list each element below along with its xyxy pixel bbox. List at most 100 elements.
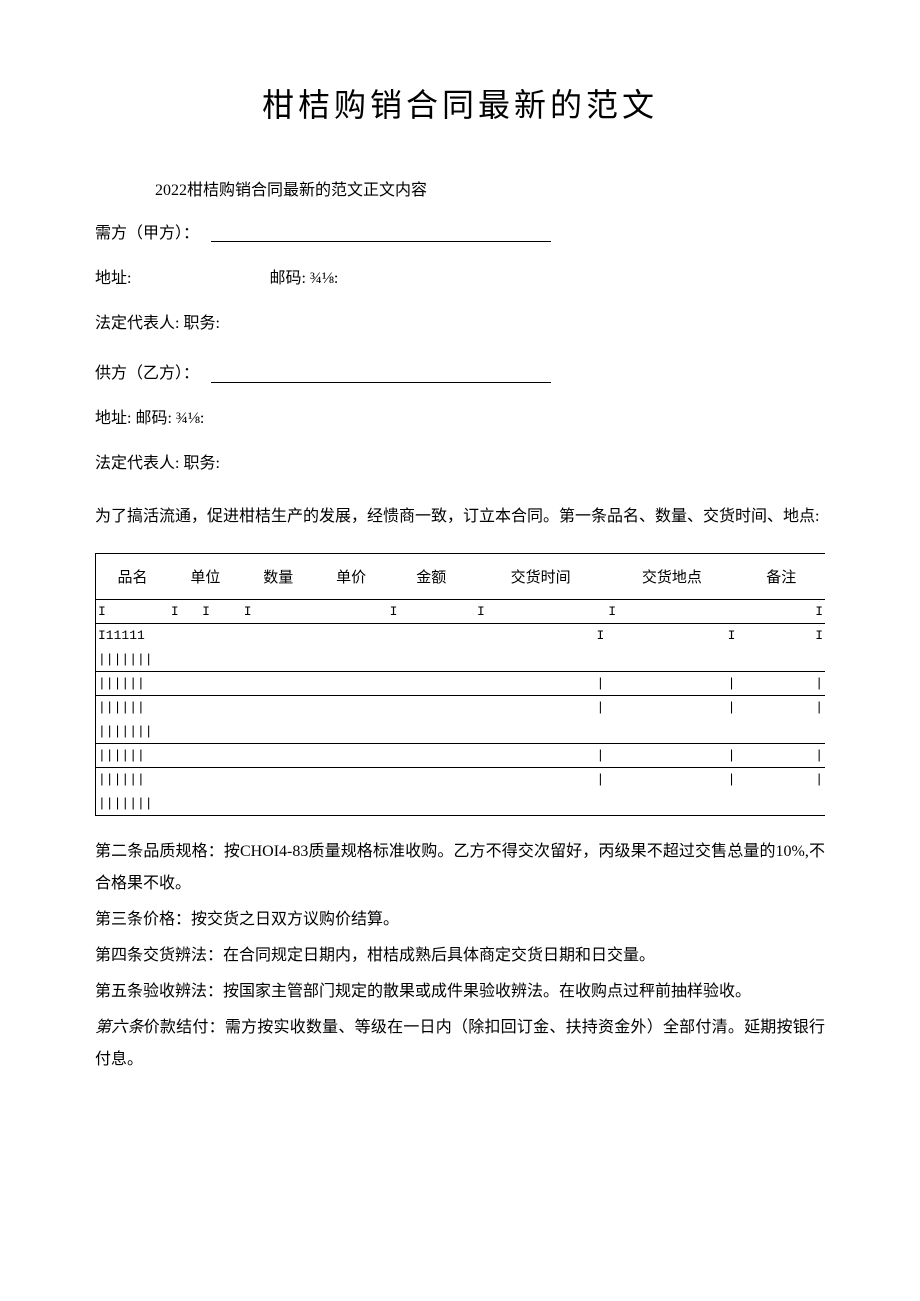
header-amount: 金额 — [388, 554, 475, 600]
items-table-container: 品名 单位 数量 单价 金额 交货时间 交货地点 备注 I I I I I I … — [95, 553, 825, 816]
cell — [737, 647, 825, 671]
cell: I — [242, 599, 315, 623]
cell — [315, 743, 388, 767]
cell: | — [737, 767, 825, 791]
header-price: 单价 — [315, 554, 388, 600]
seller-position-label: 职务: — [183, 455, 219, 472]
cell: I — [475, 623, 606, 647]
header-delivery-time: 交货时间 — [475, 554, 606, 600]
cell — [169, 647, 242, 671]
seller-rep-label: 法定代表人: — [95, 455, 179, 472]
cell: I — [96, 599, 169, 623]
buyer-name-field[interactable] — [211, 226, 551, 242]
cell: | — [475, 743, 606, 767]
table-row: I I I I I I I I — [96, 599, 825, 623]
cell — [475, 791, 606, 815]
cell — [315, 791, 388, 815]
table-row: ||||||| — [96, 647, 825, 671]
seller-name-field[interactable] — [211, 367, 551, 383]
cell — [315, 767, 388, 791]
seller-postal-label: 邮码: — [135, 410, 171, 427]
cell — [242, 623, 315, 647]
cell — [169, 791, 242, 815]
header-unit: 单位 — [169, 554, 242, 600]
table-row: I11111 I I I — [96, 623, 825, 647]
cell — [169, 671, 242, 695]
cell — [169, 623, 242, 647]
cell: I I — [169, 599, 242, 623]
cell — [242, 767, 315, 791]
cell — [737, 791, 825, 815]
cell — [315, 599, 388, 623]
table-row: |||||| | | | — [96, 743, 825, 767]
cell — [388, 719, 475, 743]
cell: ||||||| — [96, 719, 169, 743]
document-subtitle: 2022柑桔购销合同最新的范文正文内容 — [155, 176, 825, 200]
buyer-line: 需方（甲方）： — [95, 220, 825, 249]
cell: I — [737, 623, 825, 647]
buyer-postal-label: 邮码: — [269, 270, 305, 287]
cell: | — [737, 743, 825, 767]
buyer-rep-label: 法定代表人: — [95, 315, 179, 332]
clause-6: 第六条价款结付：需方按实收数量、等级在一日内（除扣回订金、扶持资金外）全部付清。… — [95, 1012, 825, 1076]
clause-5: 第五条验收辨法：按国家主管部门规定的散果或成件果验收辨法。在收购点过秤前抽样验收… — [95, 976, 825, 1008]
cell: I — [606, 599, 737, 623]
cell — [242, 695, 315, 719]
seller-address-line: 地址: 邮码: ¾⅛: — [95, 405, 825, 434]
intro-text: 为了搞活流通，促进柑桔生产的发展，经愦商一致，订立本合同。第一条品名、数量、交货… — [95, 501, 825, 533]
cell — [388, 767, 475, 791]
seller-rep-line: 法定代表人: 职务: — [95, 450, 825, 479]
cell — [606, 719, 737, 743]
buyer-address-label: 地址: — [95, 270, 131, 287]
buyer-address-line: 地址: 邮码: ¾⅛: — [95, 265, 825, 294]
cell: I — [475, 599, 606, 623]
cell: ||||||| — [96, 791, 169, 815]
cell — [315, 719, 388, 743]
header-delivery-place: 交货地点 — [606, 554, 737, 600]
table-row: ||||||| — [96, 791, 825, 815]
cell: | — [475, 695, 606, 719]
cell — [737, 719, 825, 743]
clause-6-rest: 价款结付：需方按实收数量、等级在一日内（除扣回订金、扶持资金外）全部付清。延期按… — [95, 1019, 825, 1068]
header-qty: 数量 — [242, 554, 315, 600]
clause-6-prefix: 第六条 — [95, 1019, 144, 1036]
cell — [169, 743, 242, 767]
cell — [315, 671, 388, 695]
cell — [388, 623, 475, 647]
cell: | — [606, 743, 737, 767]
cell: | — [737, 695, 825, 719]
items-table: 品名 单位 数量 单价 金额 交货时间 交货地点 备注 I I I I I I … — [96, 554, 825, 816]
cell: |||||| — [96, 671, 169, 695]
cell — [169, 719, 242, 743]
cell — [315, 695, 388, 719]
cell — [315, 647, 388, 671]
cell: ||||||| — [96, 647, 169, 671]
clause-4: 第四条交货辨法：在合同规定日期内，柑桔成熟后具体商定交货日期和日交量。 — [95, 940, 825, 972]
cell — [242, 671, 315, 695]
cell: I — [606, 623, 737, 647]
cell — [388, 671, 475, 695]
cell: | — [606, 671, 737, 695]
cell — [242, 719, 315, 743]
cell: I — [388, 599, 475, 623]
cell — [388, 743, 475, 767]
cell — [388, 695, 475, 719]
buyer-position-label: 职务: — [183, 315, 219, 332]
header-remark: 备注 — [737, 554, 825, 600]
table-header-row: 品名 单位 数量 单价 金额 交货时间 交货地点 备注 — [96, 554, 825, 600]
cell — [315, 623, 388, 647]
table-body: I I I I I I I I I11111 I I I ||||||| — [96, 599, 825, 815]
cell — [606, 791, 737, 815]
seller-label: 供方（乙方）： — [95, 365, 199, 382]
cell: | — [606, 695, 737, 719]
cell: | — [737, 671, 825, 695]
table-row: ||||||| — [96, 719, 825, 743]
table-row: |||||| | | | — [96, 671, 825, 695]
cell: |||||| — [96, 767, 169, 791]
table-row: |||||| | | | — [96, 695, 825, 719]
cell: I — [737, 599, 825, 623]
seller-line: 供方（乙方）： — [95, 360, 825, 389]
cell: |||||| — [96, 743, 169, 767]
cell — [242, 791, 315, 815]
cell — [169, 767, 242, 791]
